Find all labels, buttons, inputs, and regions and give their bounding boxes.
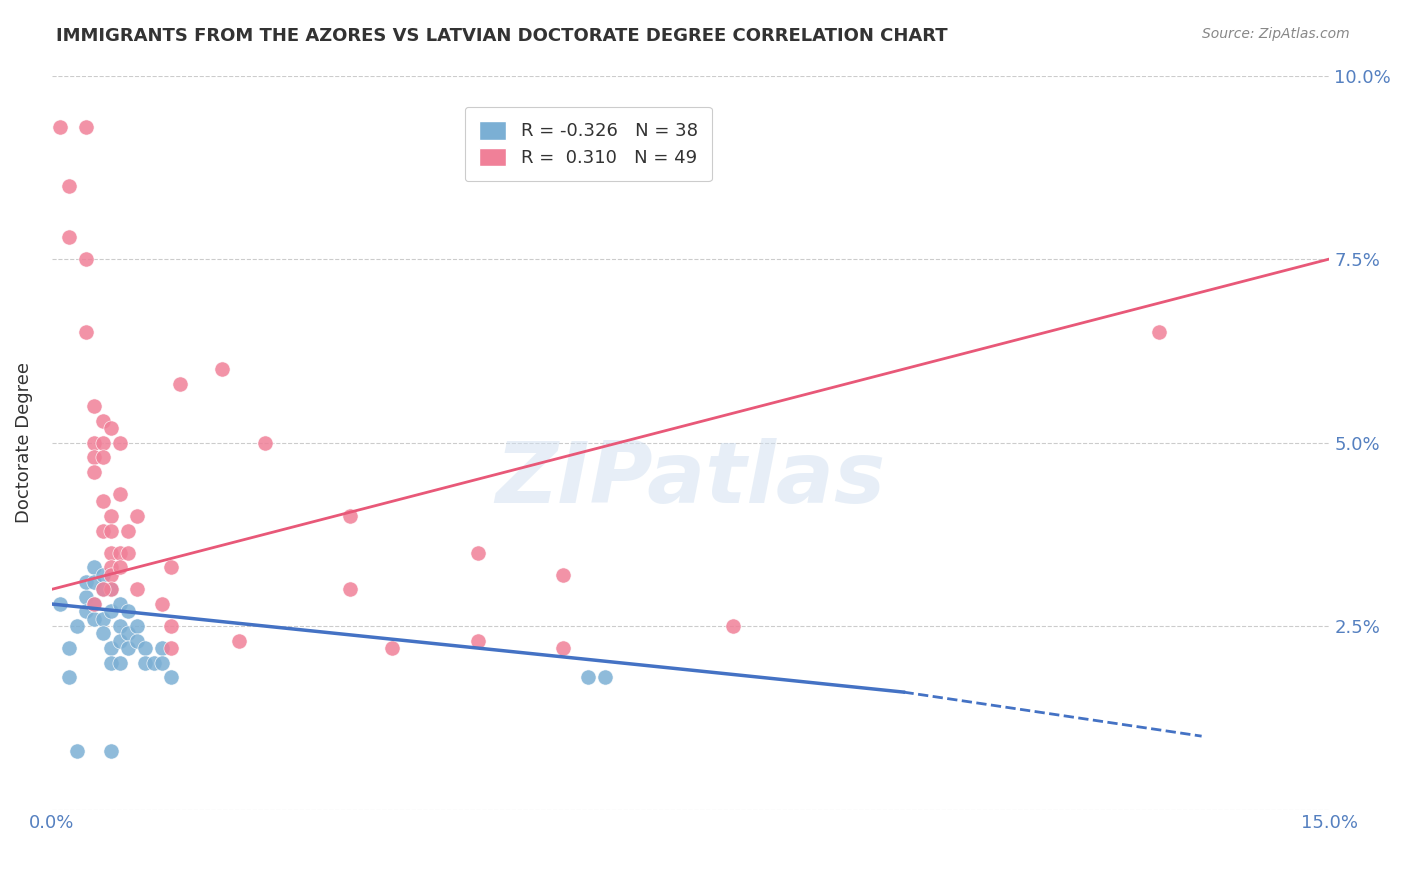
Point — [108, 435, 131, 450]
Point — [576, 670, 599, 684]
Point — [228, 633, 250, 648]
Point — [75, 574, 97, 589]
Point — [100, 582, 122, 597]
Point — [108, 656, 131, 670]
Point — [75, 604, 97, 618]
Point — [91, 612, 114, 626]
Point — [100, 641, 122, 656]
Point — [83, 399, 105, 413]
Point — [160, 560, 183, 574]
Point — [91, 450, 114, 465]
Point — [91, 524, 114, 538]
Point — [134, 656, 156, 670]
Point — [66, 744, 89, 758]
Point — [91, 567, 114, 582]
Point — [83, 597, 105, 611]
Point — [117, 641, 139, 656]
Point — [91, 435, 114, 450]
Point — [91, 494, 114, 508]
Point — [339, 582, 361, 597]
Point — [117, 546, 139, 560]
Point — [83, 560, 105, 574]
Legend: R = -0.326   N = 38, R =  0.310   N = 49: R = -0.326 N = 38, R = 0.310 N = 49 — [464, 106, 711, 181]
Point — [58, 178, 80, 193]
Point — [100, 744, 122, 758]
Point — [83, 450, 105, 465]
Point — [125, 633, 148, 648]
Point — [169, 376, 191, 391]
Point — [152, 597, 174, 611]
Point — [91, 626, 114, 640]
Point — [1147, 326, 1170, 340]
Point — [49, 120, 72, 134]
Point — [100, 560, 122, 574]
Point — [160, 619, 183, 633]
Point — [75, 120, 97, 134]
Point — [75, 326, 97, 340]
Point — [125, 508, 148, 523]
Point — [66, 619, 89, 633]
Point — [134, 641, 156, 656]
Point — [100, 567, 122, 582]
Point — [160, 670, 183, 684]
Point — [91, 582, 114, 597]
Point — [117, 626, 139, 640]
Point — [551, 567, 574, 582]
Point — [339, 508, 361, 523]
Point — [117, 604, 139, 618]
Point — [143, 656, 166, 670]
Point — [100, 546, 122, 560]
Point — [381, 641, 404, 656]
Point — [108, 546, 131, 560]
Point — [83, 435, 105, 450]
Point — [160, 641, 183, 656]
Point — [125, 619, 148, 633]
Point — [100, 656, 122, 670]
Point — [83, 612, 105, 626]
Point — [108, 619, 131, 633]
Text: IMMIGRANTS FROM THE AZORES VS LATVIAN DOCTORATE DEGREE CORRELATION CHART: IMMIGRANTS FROM THE AZORES VS LATVIAN DO… — [56, 27, 948, 45]
Point — [152, 641, 174, 656]
Point — [721, 619, 744, 633]
Point — [91, 582, 114, 597]
Point — [595, 670, 617, 684]
Point — [100, 421, 122, 435]
Point — [91, 413, 114, 427]
Point — [83, 597, 105, 611]
Point — [108, 597, 131, 611]
Point — [100, 582, 122, 597]
Point — [467, 633, 489, 648]
Point — [83, 465, 105, 479]
Y-axis label: Doctorate Degree: Doctorate Degree — [15, 362, 32, 523]
Text: Source: ZipAtlas.com: Source: ZipAtlas.com — [1202, 27, 1350, 41]
Point — [83, 574, 105, 589]
Point — [108, 487, 131, 501]
Point — [152, 656, 174, 670]
Point — [253, 435, 276, 450]
Point — [117, 524, 139, 538]
Point — [108, 560, 131, 574]
Point — [58, 230, 80, 244]
Point — [49, 597, 72, 611]
Point — [75, 590, 97, 604]
Point — [75, 252, 97, 266]
Point — [100, 604, 122, 618]
Point — [108, 633, 131, 648]
Point — [58, 641, 80, 656]
Point — [211, 362, 233, 376]
Point — [58, 670, 80, 684]
Point — [100, 524, 122, 538]
Point — [467, 546, 489, 560]
Point — [100, 508, 122, 523]
Point — [551, 641, 574, 656]
Text: ZIPatlas: ZIPatlas — [495, 438, 886, 521]
Point — [125, 582, 148, 597]
